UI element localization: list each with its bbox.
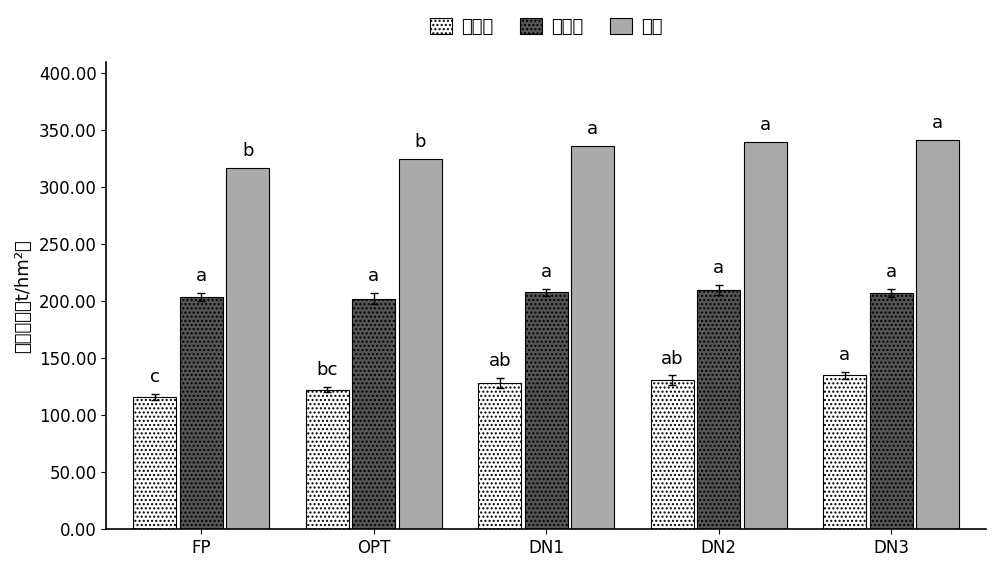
Bar bbox=[133, 397, 176, 529]
Text: a: a bbox=[839, 345, 850, 364]
Text: a: a bbox=[932, 114, 943, 131]
Text: b: b bbox=[415, 133, 426, 151]
Text: a: a bbox=[760, 116, 771, 134]
Y-axis label: 番茄产量（t/hm²）: 番茄产量（t/hm²） bbox=[14, 239, 32, 352]
Text: b: b bbox=[242, 142, 254, 160]
Bar bbox=[180, 297, 223, 529]
Bar bbox=[525, 292, 568, 529]
Bar bbox=[651, 380, 694, 529]
Bar bbox=[870, 293, 913, 529]
Text: a: a bbox=[713, 259, 724, 278]
Bar bbox=[306, 390, 349, 529]
Bar bbox=[571, 146, 614, 529]
Text: ab: ab bbox=[661, 349, 683, 368]
Legend: 第一季, 第二季, 合计: 第一季, 第二季, 合计 bbox=[423, 10, 670, 43]
Text: a: a bbox=[368, 267, 379, 286]
Text: ab: ab bbox=[488, 352, 511, 370]
Text: a: a bbox=[196, 267, 207, 285]
Bar bbox=[352, 299, 395, 529]
Text: a: a bbox=[587, 120, 598, 138]
Text: a: a bbox=[886, 263, 897, 282]
Bar bbox=[399, 159, 442, 529]
Text: c: c bbox=[150, 368, 160, 387]
Bar bbox=[916, 139, 959, 529]
Bar bbox=[478, 383, 521, 529]
Text: a: a bbox=[541, 263, 552, 281]
Bar bbox=[226, 168, 269, 529]
Text: bc: bc bbox=[317, 361, 338, 380]
Bar bbox=[823, 376, 866, 529]
Bar bbox=[744, 142, 787, 529]
Bar bbox=[697, 290, 740, 529]
